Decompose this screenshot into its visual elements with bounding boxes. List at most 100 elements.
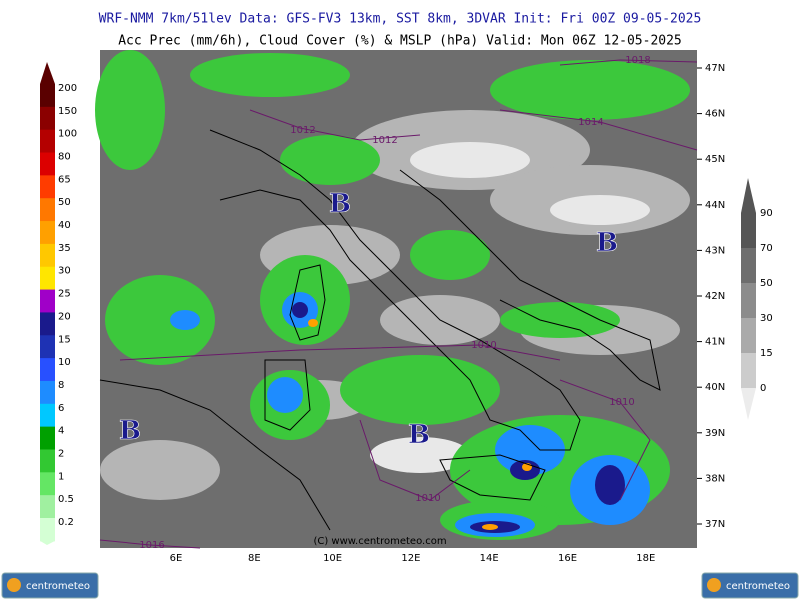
legend-swatch xyxy=(40,449,55,473)
lat-label: 42N xyxy=(705,291,725,302)
legend-label: 90 xyxy=(760,208,773,219)
isobar-label: 1010 xyxy=(609,397,634,408)
legend-arrow-top xyxy=(40,62,55,84)
cloud-legend: 90 70 50 30 15 0 xyxy=(741,178,773,420)
isobar-label: 1012 xyxy=(290,125,315,136)
legend-label: 20 xyxy=(58,311,71,322)
legend-arrow-top xyxy=(741,178,756,213)
legend-label: 15 xyxy=(58,334,71,345)
low-marker: B xyxy=(329,189,351,219)
legend-swatch xyxy=(741,318,756,354)
lat-label: 38N xyxy=(705,473,725,484)
legend-swatch xyxy=(40,335,55,359)
legend-label: 15 xyxy=(760,348,773,359)
logo-icon xyxy=(7,578,21,592)
legend-arrow-bottom xyxy=(741,388,756,420)
map-area xyxy=(95,50,698,549)
legend-swatch xyxy=(40,106,55,131)
isobar-label: 1018 xyxy=(625,55,650,66)
lat-label: 39N xyxy=(705,428,725,439)
title-line2: Acc Prec (mm/6h), Cloud Cover (%) & MSLP… xyxy=(118,34,682,49)
logo-text: centrometeo xyxy=(726,581,790,592)
logo-left[interactable]: centrometeo xyxy=(1,572,99,599)
lat-label: 44N xyxy=(705,200,725,211)
legend-swatch xyxy=(40,358,55,382)
isobar-label: 1010 xyxy=(415,493,440,504)
legend-swatch xyxy=(40,426,55,450)
lon-label: 10E xyxy=(323,553,342,564)
legend-label: 0.2 xyxy=(58,517,74,528)
logo-icon xyxy=(707,578,721,592)
coastlines xyxy=(99,129,661,531)
legend-swatch xyxy=(40,403,55,428)
legend-label: 100 xyxy=(58,129,77,140)
legend-label: 70 xyxy=(760,243,773,254)
logo-box xyxy=(701,572,799,599)
legend-label: 10 xyxy=(58,357,71,368)
legend-label: 8 xyxy=(58,380,64,391)
lat-label: 46N xyxy=(705,109,725,120)
lat-label: 43N xyxy=(705,245,725,256)
legend-arrow-bottom xyxy=(40,540,55,545)
latitude-labels: 47N 46N 45N 44N 43N 42N 41N 40N 39N 38N 37N xyxy=(697,63,725,530)
longitude-labels: 6E 8E 10E 12E 14E 16E 18E xyxy=(170,553,656,564)
lon-label: 6E xyxy=(170,553,183,564)
lon-label: 12E xyxy=(401,553,420,564)
lon-label: 8E xyxy=(248,553,261,564)
logo-box xyxy=(1,572,99,599)
legend-label: 35 xyxy=(58,243,71,254)
legend-swatch xyxy=(40,266,55,291)
legend-label: 4 xyxy=(58,426,64,437)
legend-label: 0.5 xyxy=(58,494,74,505)
legend-swatch xyxy=(40,243,55,268)
legend-label: 6 xyxy=(58,403,64,414)
legend-swatch xyxy=(40,380,55,405)
legend-swatch xyxy=(40,152,55,176)
copyright: (C) www.centrometeo.com xyxy=(313,536,446,547)
legend-label: 80 xyxy=(58,152,71,163)
legend-swatch xyxy=(40,472,55,496)
isobar-label: 1014 xyxy=(578,117,603,128)
lat-label: 45N xyxy=(705,154,725,165)
legend-swatch xyxy=(741,353,756,389)
legend-swatch xyxy=(40,289,55,313)
isobar-label: 1016 xyxy=(139,540,164,551)
legend-swatch xyxy=(40,312,55,336)
legend-swatch xyxy=(40,175,55,199)
legend-swatch xyxy=(40,221,55,245)
lon-label: 18E xyxy=(636,553,655,564)
low-marker: B xyxy=(408,420,430,450)
precip-peak xyxy=(308,319,532,530)
legend-label: 30 xyxy=(58,266,71,277)
logo-text: centrometeo xyxy=(26,581,90,592)
legend-swatch xyxy=(40,495,55,519)
legend-swatch xyxy=(741,248,756,284)
low-pressure-markers: B B B B xyxy=(119,189,619,451)
legend-label: 30 xyxy=(760,313,773,324)
logo-right[interactable]: centrometeo xyxy=(701,572,799,599)
legend-swatch xyxy=(40,84,55,108)
legend-label: 50 xyxy=(760,278,773,289)
isobars xyxy=(99,59,698,549)
lon-label: 14E xyxy=(480,553,499,564)
legend-label: 1 xyxy=(58,471,64,482)
precip-heavy xyxy=(292,302,625,533)
legend-label: 65 xyxy=(58,174,71,185)
legend-label: 200 xyxy=(58,83,77,94)
lat-label: 41N xyxy=(705,337,725,348)
clear-fields xyxy=(370,142,650,473)
legend-swatch xyxy=(40,129,55,154)
legend-swatch xyxy=(40,198,55,222)
isobar-label: 1010 xyxy=(471,340,496,351)
low-marker: B xyxy=(596,228,618,258)
title-line1: WRF-NMM 7km/51lev Data: GFS-FV3 13km, SS… xyxy=(99,12,702,27)
lon-label: 16E xyxy=(558,553,577,564)
legend-label: 0 xyxy=(760,383,766,394)
lat-label: 40N xyxy=(705,382,725,393)
legend-swatch xyxy=(40,518,55,542)
legend-label: 150 xyxy=(58,106,77,117)
legend-label: 25 xyxy=(58,289,71,300)
precip-legend: 200 150 100 80 65 50 40 35 30 25 20 15 10 8 6 4 2 1 0.5 0.2 xyxy=(40,62,77,545)
legend-label: 50 xyxy=(58,197,71,208)
